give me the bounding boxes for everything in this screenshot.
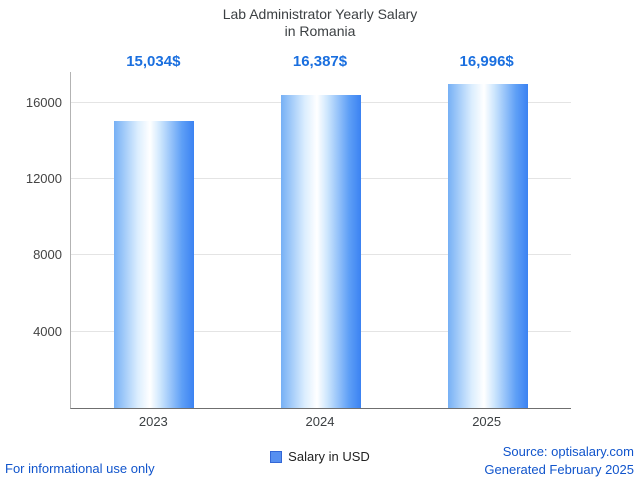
bar-2025 xyxy=(447,83,528,408)
legend: Salary in USD xyxy=(0,449,640,464)
y-axis-tick-label: 4000 xyxy=(33,323,62,339)
plot-area xyxy=(70,72,571,409)
y-axis-labels: 4000 8000 12000 16000 xyxy=(0,72,62,408)
value-label: 16,996$ xyxy=(459,53,514,70)
source-link[interactable]: Source: optisalary.com xyxy=(502,444,634,459)
footer-disclaimer: For informational use only xyxy=(5,461,155,476)
value-label: 15,034$ xyxy=(126,53,181,70)
bar-2024 xyxy=(281,95,361,408)
x-axis-label: 2023 xyxy=(138,414,168,429)
chart-title-line1: Lab Administrator Yearly Salary xyxy=(222,6,418,22)
y-axis-tick-label: 12000 xyxy=(25,170,62,186)
legend-label: Salary in USD xyxy=(288,449,370,464)
legend-swatch-icon xyxy=(270,450,283,463)
generated-date: Generated February 2025 xyxy=(484,462,634,477)
y-axis-tick-label: 8000 xyxy=(33,247,62,263)
value-label: 16,387$ xyxy=(292,53,348,70)
x-axis-label: 2024 xyxy=(305,414,335,429)
x-axis-label: 2025 xyxy=(472,414,502,429)
x-axis-labels: 2023 2024 2025 xyxy=(70,414,570,432)
chart-title: Lab Administrator Yearly Salary in Roman… xyxy=(0,6,640,40)
chart-title-line2: in Romania xyxy=(284,23,356,39)
y-axis-tick-label: 16000 xyxy=(25,94,62,110)
bar-2023 xyxy=(114,121,195,408)
footer-source-block: Source: optisalary.com Generated Februar… xyxy=(484,443,634,479)
